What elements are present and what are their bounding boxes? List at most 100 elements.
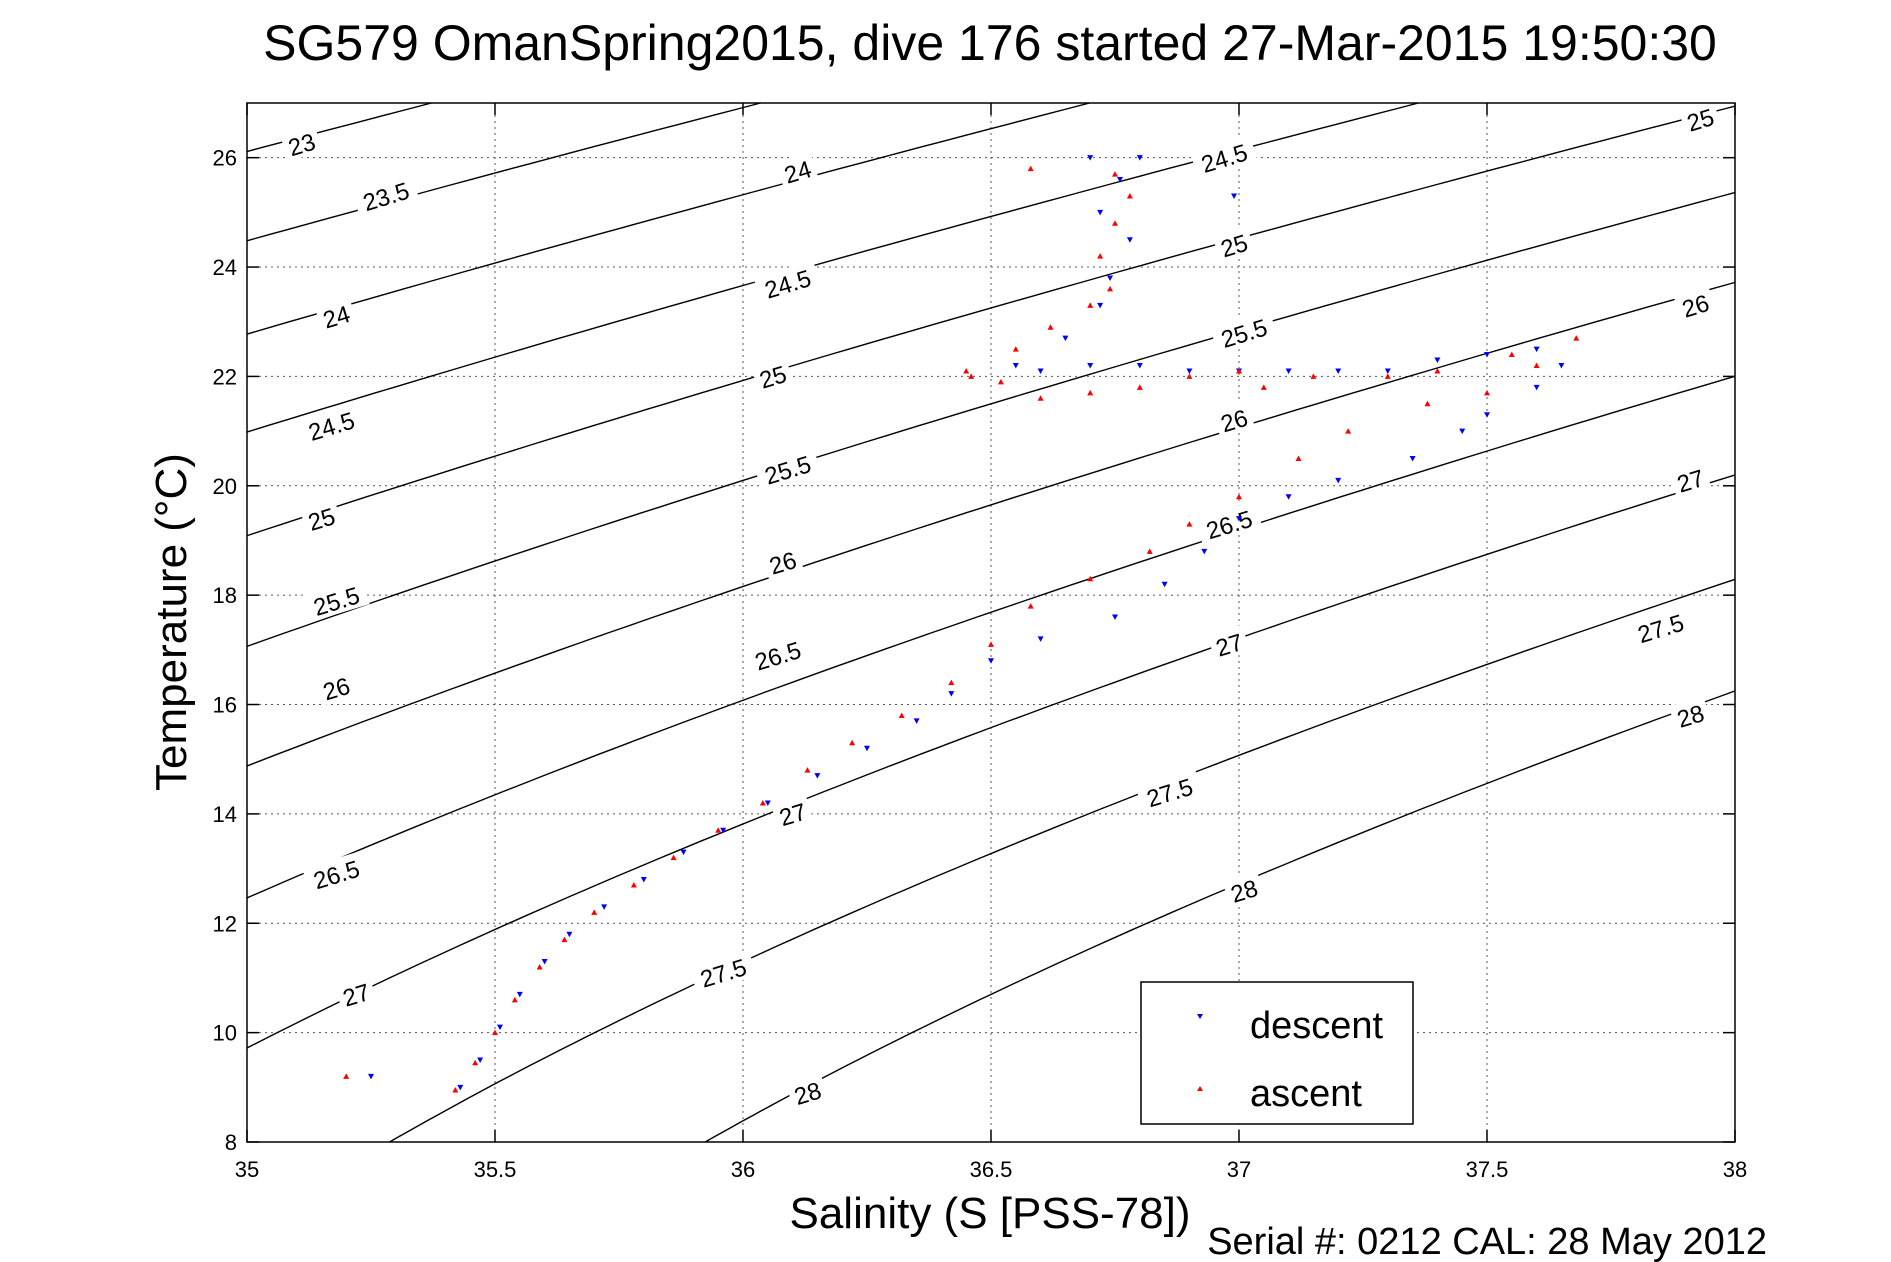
descent-point bbox=[1097, 302, 1104, 309]
ascent-point bbox=[1533, 362, 1540, 368]
ascent-point bbox=[1027, 603, 1034, 609]
contour-label-bg bbox=[785, 1073, 829, 1111]
contour-label-bg bbox=[1209, 309, 1278, 355]
descent-point bbox=[1409, 455, 1416, 462]
descent-point bbox=[1384, 368, 1391, 374]
legend-descent-label: descent bbox=[1250, 1005, 1384, 1047]
contour-label-bg bbox=[1212, 400, 1256, 438]
ascent-point bbox=[1112, 171, 1118, 177]
ascent-point bbox=[1027, 165, 1034, 172]
ascent-point bbox=[1112, 220, 1118, 226]
descent-point bbox=[1037, 636, 1044, 642]
descent-point bbox=[1161, 581, 1168, 588]
contour-label-bg bbox=[314, 668, 358, 706]
ascent-point bbox=[591, 909, 598, 915]
x-tick-label: 36 bbox=[731, 1157, 755, 1182]
descent-point bbox=[1087, 362, 1094, 369]
contour-label-bg bbox=[689, 949, 757, 994]
contour-label-bg bbox=[1222, 870, 1265, 909]
descent-point bbox=[1107, 275, 1114, 281]
descent-series bbox=[368, 155, 1565, 1091]
descent-point bbox=[496, 1024, 503, 1031]
ascent-point bbox=[1434, 367, 1441, 374]
contour-label-bg bbox=[1678, 99, 1722, 138]
descent-point bbox=[814, 773, 821, 779]
ascent-point bbox=[1047, 324, 1054, 330]
descent-point bbox=[601, 904, 608, 910]
ascent-point bbox=[849, 739, 856, 746]
descent-point bbox=[1037, 368, 1044, 374]
ascent-point bbox=[1087, 302, 1094, 308]
descent-point bbox=[1434, 357, 1441, 364]
descent-point bbox=[1126, 237, 1133, 243]
ascent-point bbox=[511, 996, 518, 1003]
contour-label-bg bbox=[302, 577, 370, 623]
ascent-point bbox=[1146, 548, 1153, 554]
ascent-point bbox=[1107, 285, 1114, 292]
contour-label: 26 bbox=[1673, 285, 1717, 324]
axis-ticks bbox=[246, 103, 1736, 1143]
ascent-point bbox=[804, 767, 811, 773]
ascent-point bbox=[343, 1073, 350, 1079]
contour-label-bg bbox=[314, 296, 358, 334]
descent-point bbox=[680, 849, 687, 856]
x-tick-label: 35.5 bbox=[474, 1157, 517, 1182]
y-tick-labels: 8 10 12 14 16 18 20 22 24 26 bbox=[213, 146, 237, 1155]
contour-label: 24 bbox=[775, 151, 819, 190]
descent-point bbox=[1459, 428, 1466, 435]
ascent-point bbox=[1384, 373, 1391, 379]
ascent-point bbox=[1484, 389, 1490, 396]
descent-point bbox=[1285, 494, 1292, 500]
descent-point bbox=[1335, 368, 1342, 374]
y-tick-label: 18 bbox=[213, 583, 237, 608]
ascent-point bbox=[630, 881, 637, 888]
contour-label-bg bbox=[1195, 500, 1263, 546]
y-tick-label: 26 bbox=[213, 146, 237, 171]
ascent-point bbox=[536, 964, 543, 970]
density-contour-24 bbox=[247, 103, 1090, 335]
ascent-point bbox=[670, 854, 677, 861]
descent-point bbox=[1201, 548, 1208, 555]
contour-label: 24.5 bbox=[1190, 134, 1258, 180]
ascent-point bbox=[1087, 389, 1094, 396]
descent-point bbox=[1087, 155, 1094, 161]
contour-label-bg bbox=[1190, 134, 1258, 180]
ascent-point bbox=[1508, 351, 1515, 358]
contour-label: 23 bbox=[279, 124, 323, 162]
y-tick-label: 22 bbox=[213, 364, 237, 389]
contour-label: 25 bbox=[1212, 225, 1256, 263]
contour-label: 26 bbox=[1212, 400, 1256, 438]
contour-label-bg bbox=[297, 402, 365, 448]
descent-point bbox=[1533, 346, 1540, 353]
contour-label: 26 bbox=[314, 668, 358, 706]
grid-layer bbox=[247, 103, 1735, 1142]
ascent-point bbox=[1136, 384, 1143, 390]
descent-point bbox=[516, 991, 523, 998]
contour-label-bg bbox=[1212, 225, 1256, 263]
ascent-point bbox=[492, 1029, 498, 1036]
descent-point bbox=[541, 959, 548, 965]
ascent-point bbox=[1573, 335, 1580, 341]
density-contour-27 bbox=[247, 474, 1735, 1049]
ascent-point bbox=[1260, 384, 1267, 390]
descent-point bbox=[457, 1084, 464, 1091]
descent-point bbox=[948, 691, 955, 697]
ascent-point bbox=[1345, 428, 1352, 434]
descent-point bbox=[1112, 614, 1118, 621]
descent-point bbox=[864, 745, 870, 752]
ascent-point bbox=[1310, 373, 1317, 379]
ascent-point bbox=[1236, 493, 1242, 500]
contour-label-bg bbox=[761, 542, 804, 581]
contour-label-bg bbox=[1668, 695, 1712, 734]
x-axis-label: Salinity (S [PSS-78]) bbox=[789, 1189, 1190, 1238]
y-tick-label: 14 bbox=[213, 802, 237, 827]
descent-point bbox=[913, 718, 920, 724]
ascent-point bbox=[898, 712, 905, 718]
contour-label-bg bbox=[1673, 285, 1717, 324]
legend-ascent-marker bbox=[1197, 1086, 1203, 1091]
descent-point bbox=[1136, 155, 1143, 161]
ascent-series bbox=[343, 165, 1580, 1093]
y-tick-label: 20 bbox=[213, 474, 237, 499]
contour-label-bg bbox=[743, 631, 812, 677]
